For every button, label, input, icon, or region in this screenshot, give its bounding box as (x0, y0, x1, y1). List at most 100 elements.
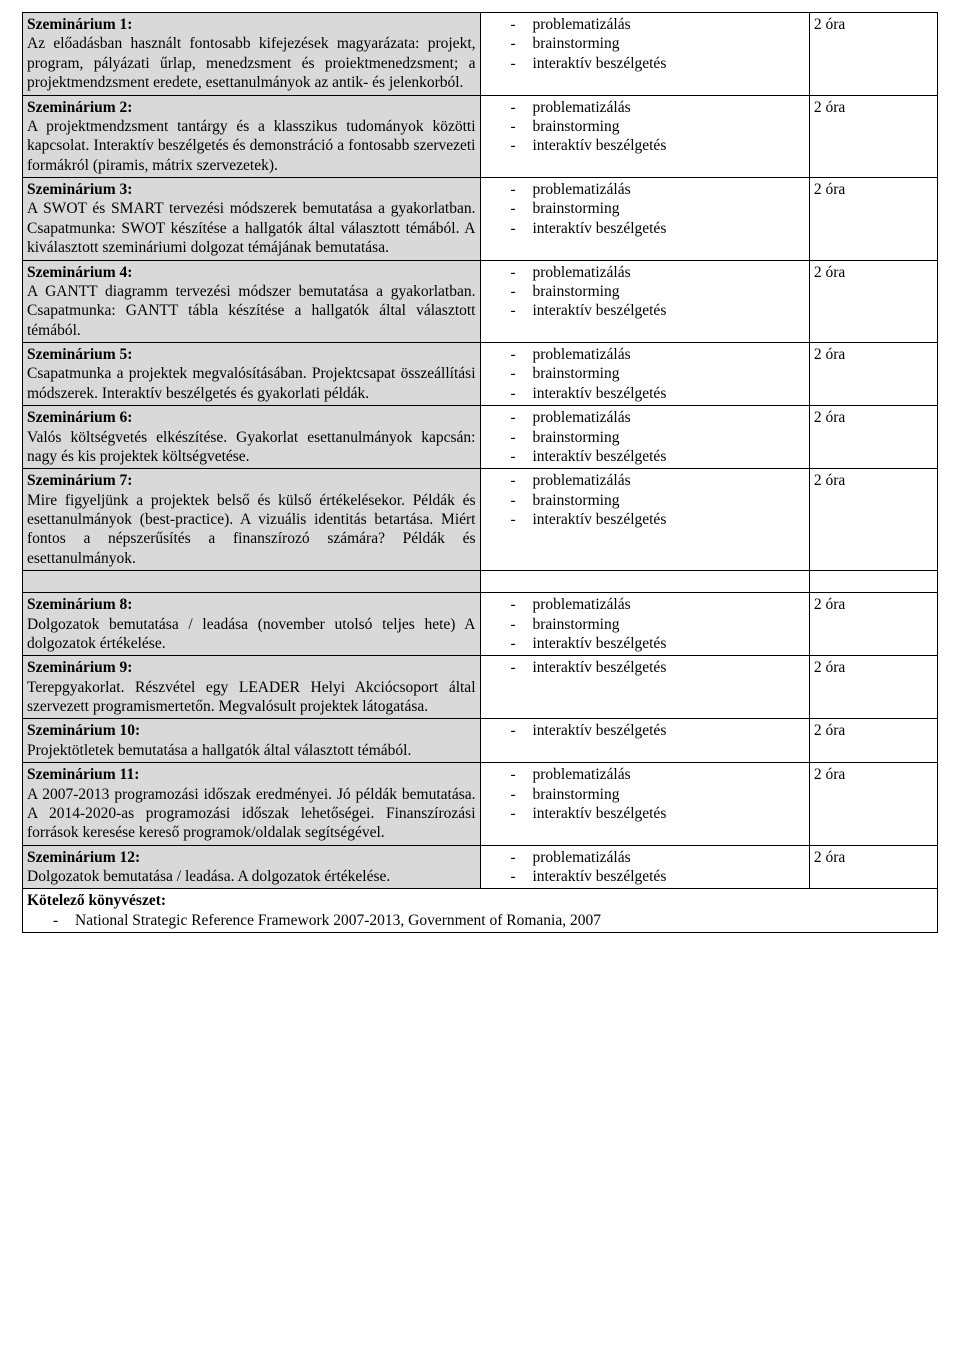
methods-cell: problematizálásbrainstorminginteraktív b… (480, 763, 809, 846)
method-item: interaktív beszélgetés (533, 301, 805, 320)
method-item: brainstorming (533, 491, 805, 510)
seminar-description: Dolgozatok bemutatása / leadása (novembe… (27, 615, 476, 654)
seminar-title: Szeminárium 1: (27, 15, 476, 34)
table-row: Szeminárium 11:A 2007-2013 programozási … (23, 763, 938, 846)
seminar-description: Projektötletek bemutatása a hallgatók ál… (27, 741, 476, 760)
duration-cell: 2 óra (809, 656, 937, 719)
seminar-description: A SWOT és SMART tervezési módszerek bemu… (27, 199, 476, 257)
duration-cell: 2 óra (809, 406, 937, 469)
method-item: brainstorming (533, 785, 805, 804)
bibliography-cell: Kötelező könyvészet:National Strategic R… (23, 889, 938, 933)
page: Szeminárium 1:Az előadásban használt fon… (0, 0, 960, 945)
duration-cell: 2 óra (809, 719, 937, 763)
method-item: problematizálás (533, 595, 805, 614)
table-row: Szeminárium 12:Dolgozatok bemutatása / l… (23, 845, 938, 889)
seminar-cell: Szeminárium 10:Projektötletek bemutatása… (23, 719, 481, 763)
seminar-description: Az előadásban használt fontosabb kifejez… (27, 34, 476, 92)
methods-cell: problematizálásbrainstorminginteraktív b… (480, 593, 809, 656)
bibliography-title: Kötelező könyvészet: (27, 891, 933, 910)
method-item: problematizálás (533, 15, 805, 34)
bibliography-item: National Strategic Reference Framework 2… (75, 911, 933, 930)
method-item: interaktív beszélgetés (533, 634, 805, 653)
table-row: Szeminárium 2:A projektmendzsment tantár… (23, 95, 938, 178)
method-item: problematizálás (533, 848, 805, 867)
seminar-title: Szeminárium 9: (27, 658, 476, 677)
seminar-title: Szeminárium 7: (27, 471, 476, 490)
methods-cell: problematizálásbrainstorminginteraktív b… (480, 469, 809, 571)
seminar-title: Szeminárium 12: (27, 848, 476, 867)
duration-cell: 2 óra (809, 845, 937, 889)
method-item: interaktív beszélgetés (533, 510, 805, 529)
method-item: interaktív beszélgetés (533, 219, 805, 238)
method-item: problematizálás (533, 180, 805, 199)
method-item: brainstorming (533, 117, 805, 136)
seminar-title: Szeminárium 2: (27, 98, 476, 117)
method-item: problematizálás (533, 345, 805, 364)
table-row: Szeminárium 5:Csapatmunka a projektek me… (23, 343, 938, 406)
seminar-title: Szeminárium 11: (27, 765, 476, 784)
seminar-description: Dolgozatok bemutatása / leadása. A dolgo… (27, 867, 476, 886)
methods-list: problematizálásbrainstorminginteraktív b… (485, 595, 805, 653)
duration-cell: 2 óra (809, 593, 937, 656)
table-row: Szeminárium 3:A SWOT és SMART tervezési … (23, 178, 938, 261)
method-item: interaktív beszélgetés (533, 384, 805, 403)
methods-list: problematizálásbrainstorminginteraktív b… (485, 15, 805, 73)
methods-cell: problematizálásbrainstorminginteraktív b… (480, 95, 809, 178)
seminar-title: Szeminárium 6: (27, 408, 476, 427)
spacer-row (23, 571, 938, 593)
method-item: problematizálás (533, 408, 805, 427)
seminar-title: Szeminárium 4: (27, 263, 476, 282)
methods-cell: problematizálásbrainstorminginteraktív b… (480, 260, 809, 343)
duration-cell: 2 óra (809, 343, 937, 406)
method-item: interaktív beszélgetés (533, 867, 805, 886)
seminar-cell: Szeminárium 1:Az előadásban használt fon… (23, 13, 481, 96)
table-row: Szeminárium 1:Az előadásban használt fon… (23, 13, 938, 96)
method-item: interaktív beszélgetés (533, 658, 805, 677)
duration-cell: 2 óra (809, 763, 937, 846)
methods-list: interaktív beszélgetés (485, 721, 805, 740)
seminar-description: Valós költségvetés elkészítése. Gyakorla… (27, 428, 476, 467)
method-item: problematizálás (533, 471, 805, 490)
methods-list: problematizálásbrainstorminginteraktív b… (485, 765, 805, 823)
duration-cell: 2 óra (809, 13, 937, 96)
table-row: Szeminárium 10:Projektötletek bemutatása… (23, 719, 938, 763)
methods-cell: problematizálásinteraktív beszélgetés (480, 845, 809, 889)
methods-cell: interaktív beszélgetés (480, 656, 809, 719)
duration-cell: 2 óra (809, 469, 937, 571)
table-row: Szeminárium 6:Valós költségvetés elkészí… (23, 406, 938, 469)
duration-cell: 2 óra (809, 95, 937, 178)
bibliography-row: Kötelező könyvészet:National Strategic R… (23, 889, 938, 933)
seminar-title: Szeminárium 3: (27, 180, 476, 199)
methods-cell: interaktív beszélgetés (480, 719, 809, 763)
seminar-cell: Szeminárium 7:Mire figyeljünk a projekte… (23, 469, 481, 571)
methods-cell: problematizálásbrainstorminginteraktív b… (480, 406, 809, 469)
method-item: problematizálás (533, 765, 805, 784)
method-item: brainstorming (533, 199, 805, 218)
seminar-cell: Szeminárium 2:A projektmendzsment tantár… (23, 95, 481, 178)
duration-cell: 2 óra (809, 260, 937, 343)
method-item: brainstorming (533, 428, 805, 447)
methods-list: problematizálásbrainstorminginteraktív b… (485, 345, 805, 403)
methods-list: problematizálásbrainstorminginteraktív b… (485, 180, 805, 238)
methods-list: problematizálásbrainstorminginteraktív b… (485, 408, 805, 466)
seminar-description: Mire figyeljünk a projektek belső és kül… (27, 491, 476, 569)
methods-list: problematizálásbrainstorminginteraktív b… (485, 263, 805, 321)
method-item: interaktív beszélgetés (533, 804, 805, 823)
methods-cell: problematizálásbrainstorminginteraktív b… (480, 178, 809, 261)
method-item: brainstorming (533, 282, 805, 301)
seminar-cell: Szeminárium 3:A SWOT és SMART tervezési … (23, 178, 481, 261)
method-item: brainstorming (533, 615, 805, 634)
seminar-title: Szeminárium 8: (27, 595, 476, 614)
methods-list: problematizálásbrainstorminginteraktív b… (485, 98, 805, 156)
method-item: problematizálás (533, 263, 805, 282)
methods-list: problematizálásbrainstorminginteraktív b… (485, 471, 805, 529)
seminar-cell: Szeminárium 6:Valós költségvetés elkészí… (23, 406, 481, 469)
seminar-description: Csapatmunka a projektek megvalósításában… (27, 364, 476, 403)
seminar-description: A projektmendzsment tantárgy és a klassz… (27, 117, 476, 175)
methods-list: interaktív beszélgetés (485, 658, 805, 677)
seminar-title: Szeminárium 5: (27, 345, 476, 364)
method-item: brainstorming (533, 34, 805, 53)
method-item: interaktív beszélgetés (533, 136, 805, 155)
seminar-description: A GANTT diagramm tervezési módszer bemut… (27, 282, 476, 340)
seminar-title: Szeminárium 10: (27, 721, 476, 740)
